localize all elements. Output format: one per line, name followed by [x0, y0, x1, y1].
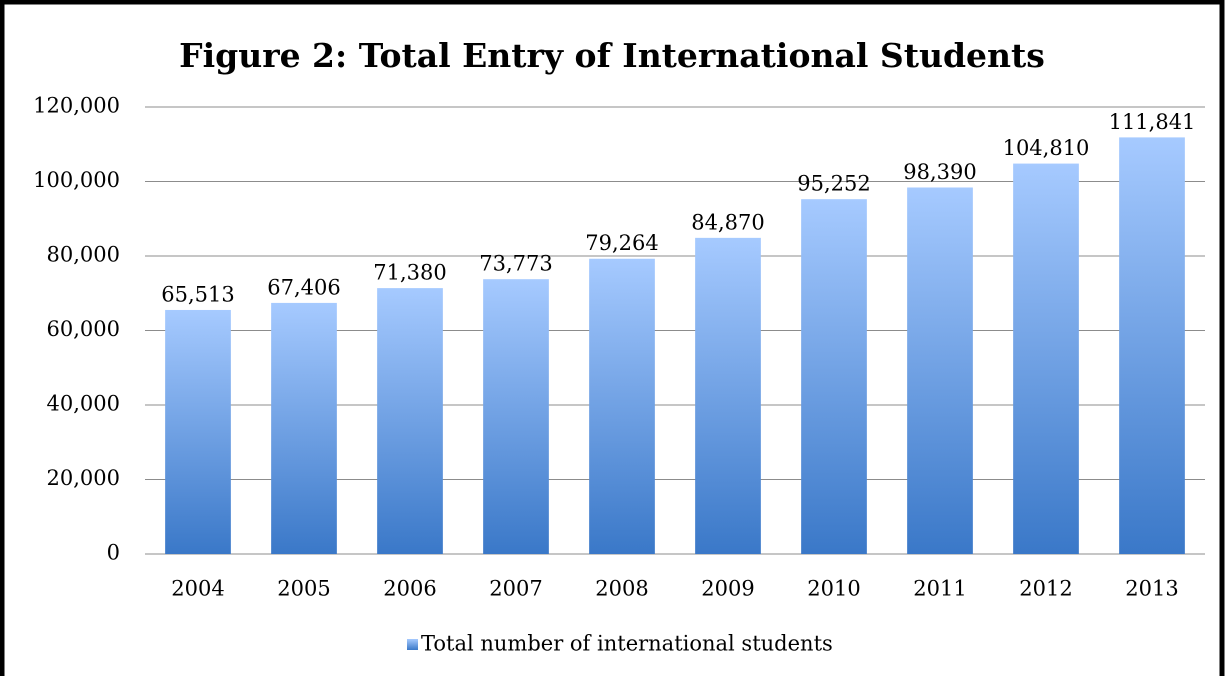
y-tick-label: 120,000 [33, 94, 120, 118]
bar [1119, 137, 1185, 554]
y-tick-label: 40,000 [47, 392, 120, 416]
data-label: 65,513 [161, 282, 234, 306]
bar [165, 309, 231, 554]
bar [695, 237, 761, 554]
x-tick-label: 2007 [489, 577, 542, 601]
data-label: 111,841 [1109, 110, 1196, 134]
data-label: 98,390 [903, 160, 976, 184]
y-tick-label: 60,000 [47, 317, 120, 341]
data-label: 95,252 [797, 172, 870, 196]
data-label: 73,773 [479, 252, 552, 276]
bar [377, 288, 443, 554]
y-tick-label: 20,000 [47, 466, 120, 490]
legend-label: Total number of international students [421, 632, 833, 656]
bar [483, 279, 549, 554]
x-tick-label: 2010 [807, 577, 860, 601]
x-tick-label: 2013 [1125, 577, 1178, 601]
bar [801, 199, 867, 555]
bar [1013, 163, 1079, 554]
data-label: 104,810 [1003, 136, 1090, 160]
x-tick-label: 2006 [383, 577, 436, 601]
x-tick-label: 2011 [913, 577, 966, 601]
x-tick-label: 2004 [171, 577, 224, 601]
x-tick-label: 2009 [701, 577, 754, 601]
legend-marker [407, 639, 418, 650]
bar [271, 302, 337, 554]
y-tick-label: 0 [107, 541, 120, 565]
x-tick-label: 2012 [1019, 577, 1072, 601]
data-label: 84,870 [691, 210, 764, 234]
data-label: 67,406 [267, 275, 340, 299]
bar [907, 187, 973, 554]
bar [589, 258, 655, 554]
data-label: 71,380 [373, 261, 446, 285]
y-tick-label: 80,000 [47, 243, 120, 267]
data-label: 79,264 [585, 231, 658, 255]
x-tick-label: 2005 [277, 577, 330, 601]
y-tick-label: 100,000 [33, 168, 120, 192]
chart-title: Figure 2: Total Entry of International S… [179, 36, 1045, 75]
x-tick-label: 2008 [595, 577, 648, 601]
